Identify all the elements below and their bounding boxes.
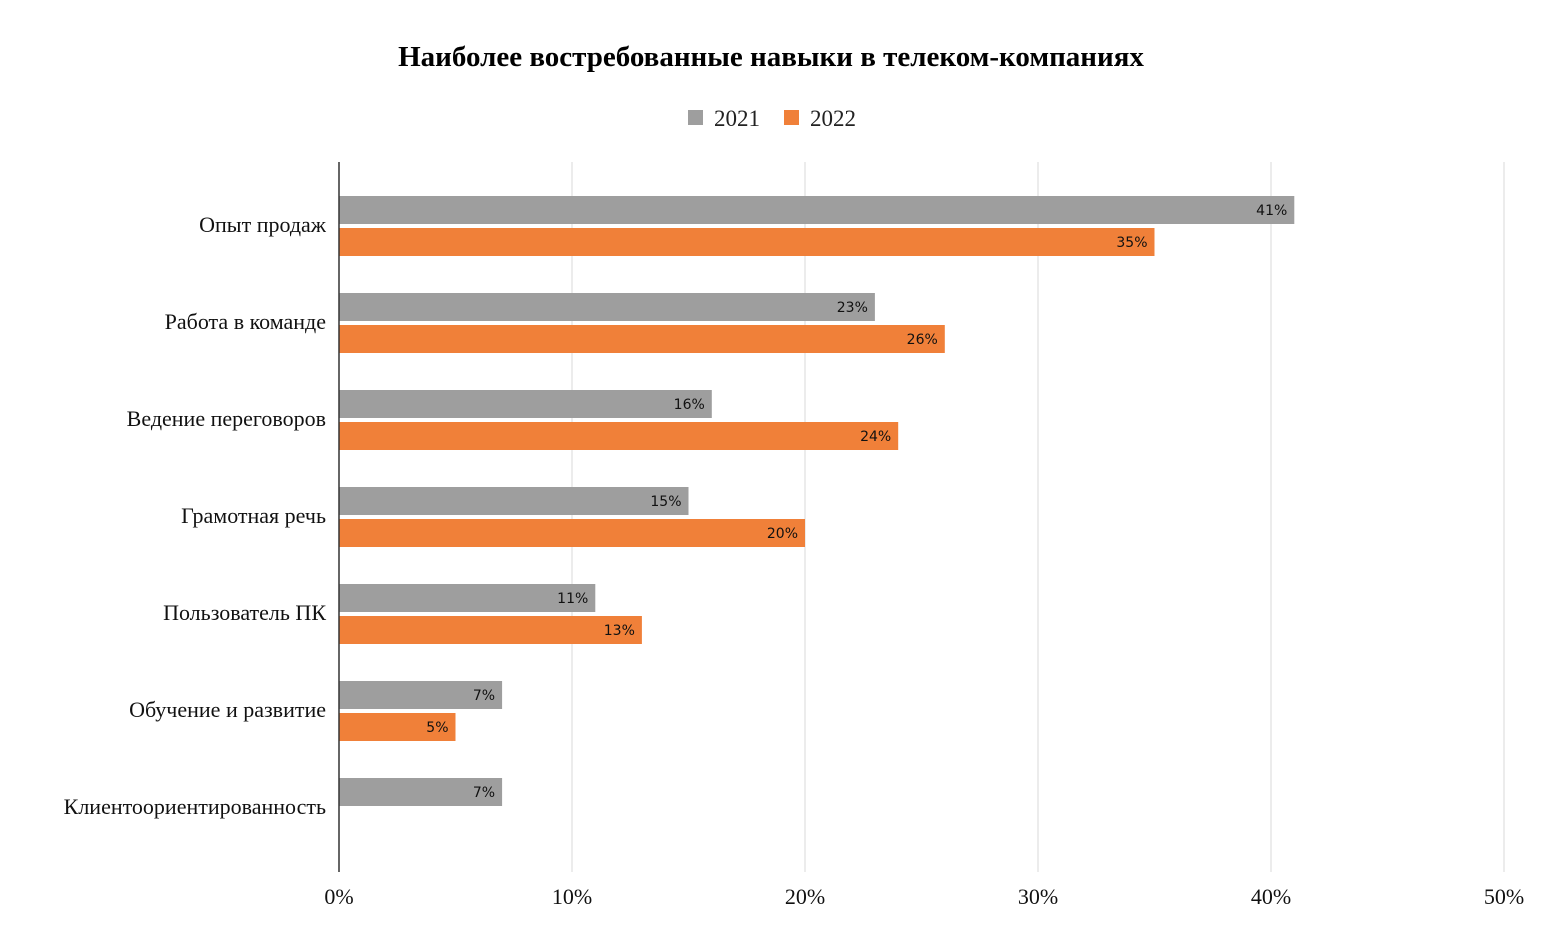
x-tick-label: 20% [785, 884, 825, 909]
gridlines [571, 162, 1505, 872]
data-label-2021: 23% [837, 300, 868, 316]
legend-label-2021: 2021 [714, 106, 760, 131]
bar-2021 [339, 293, 875, 321]
category-label: Обучение и развитие [129, 697, 326, 722]
category-label: Грамотная речь [181, 503, 326, 528]
category-labels: Опыт продаж Работа в команде Ведение перег… [64, 212, 327, 819]
bar-2021 [339, 196, 1295, 224]
data-label-2021: 15% [650, 494, 681, 510]
bar-2022 [339, 325, 945, 353]
legend-swatch-2021 [688, 110, 703, 125]
bar-2022 [339, 713, 456, 741]
bar-2022 [339, 228, 1155, 256]
data-label-2022: 13% [604, 623, 635, 639]
category-label: Клиентоориентированность [64, 794, 326, 819]
category-label: Работа в команде [165, 309, 326, 334]
data-label-2022: 5% [426, 720, 448, 736]
data-label-2022: 24% [860, 429, 891, 445]
data-label-2021: 7% [473, 688, 495, 704]
bars: 41% 35% 23% 26% 16% 24% 15% 20% 11% 13% 7% 5% 7% [339, 196, 1295, 806]
bar-2022 [339, 616, 642, 644]
bar-2021 [339, 778, 503, 806]
category-label: Ведение переговоров [127, 406, 326, 431]
data-label-2022: 35% [1116, 235, 1147, 251]
data-label-2021: 7% [473, 785, 495, 801]
legend-label-2022: 2022 [810, 106, 856, 131]
chart-title: Наиболее востребованные навыки в телеком… [398, 41, 1144, 73]
data-label-2021: 41% [1256, 203, 1287, 219]
bar-2021 [339, 487, 689, 515]
x-tick-label: 40% [1251, 884, 1291, 909]
data-label-2022: 26% [907, 332, 938, 348]
legend-swatch-2022 [784, 110, 799, 125]
x-tick-label: 30% [1018, 884, 1058, 909]
x-axis-tick-labels: 0% 10% 20% 30% 40% 50% [324, 884, 1524, 909]
x-tick-label: 10% [552, 884, 592, 909]
data-label-2022: 20% [767, 526, 798, 542]
bar-2021 [339, 390, 712, 418]
data-label-2021: 11% [557, 591, 588, 607]
bar-2022 [339, 422, 899, 450]
bar-2022 [339, 519, 805, 547]
bar-2021 [339, 681, 503, 709]
category-label: Опыт продаж [199, 212, 327, 237]
category-label: Пользователь ПК [163, 600, 326, 625]
legend: 2021 2022 [688, 106, 856, 131]
bar-2021 [339, 584, 596, 612]
x-tick-label: 50% [1484, 884, 1524, 909]
x-tick-label: 0% [324, 884, 353, 909]
data-label-2021: 16% [674, 397, 705, 413]
